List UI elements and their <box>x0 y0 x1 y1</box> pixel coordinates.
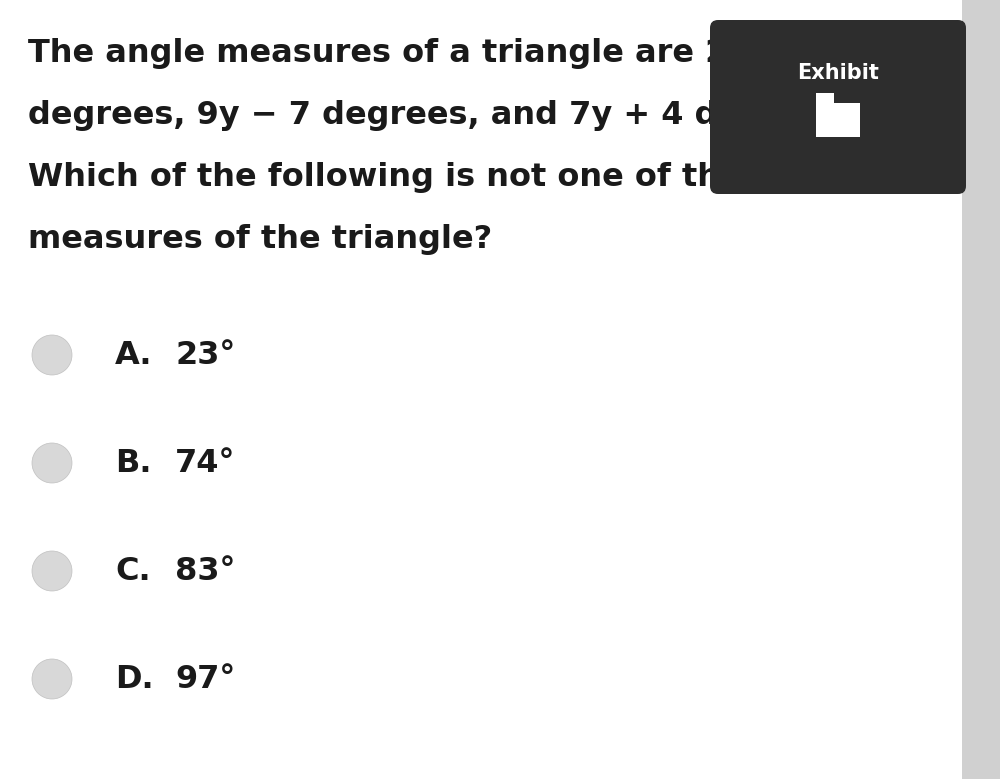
FancyBboxPatch shape <box>710 20 966 194</box>
Text: 97°: 97° <box>175 664 235 695</box>
Text: 23°: 23° <box>175 340 235 371</box>
Text: Exhibit: Exhibit <box>797 63 879 83</box>
Text: A.: A. <box>115 340 152 371</box>
Text: 74°: 74° <box>175 447 236 478</box>
Text: 83°: 83° <box>175 555 236 587</box>
Ellipse shape <box>32 335 72 375</box>
Ellipse shape <box>32 659 72 699</box>
Ellipse shape <box>32 551 72 591</box>
Text: C.: C. <box>115 555 151 587</box>
Text: B.: B. <box>115 447 152 478</box>
FancyBboxPatch shape <box>816 103 860 137</box>
Text: D.: D. <box>115 664 154 695</box>
FancyBboxPatch shape <box>816 93 834 105</box>
Text: Which of the following is not one of the angle: Which of the following is not one of the… <box>28 162 853 193</box>
Ellipse shape <box>32 443 72 483</box>
Text: measures of the triangle?: measures of the triangle? <box>28 224 492 255</box>
FancyBboxPatch shape <box>962 0 1000 779</box>
Text: degrees, 9y − 7 degrees, and 7y + 4 degrees.: degrees, 9y − 7 degrees, and 7y + 4 degr… <box>28 100 852 131</box>
Text: The angle measures of a triangle are 2y + 3: The angle measures of a triangle are 2y … <box>28 38 819 69</box>
